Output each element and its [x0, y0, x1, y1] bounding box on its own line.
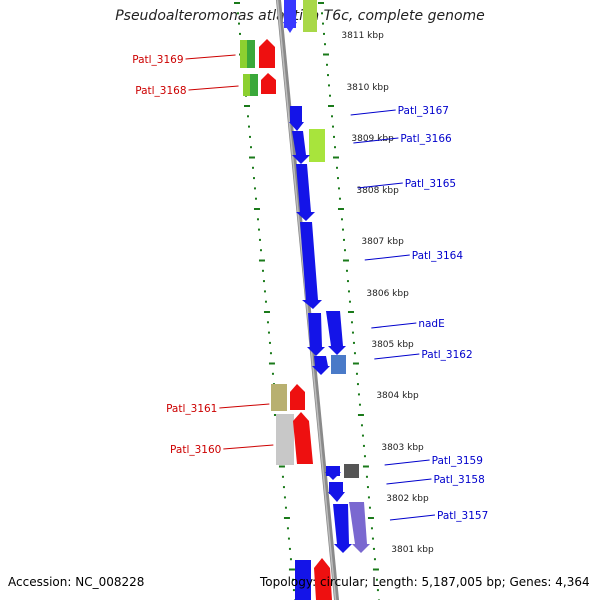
- gene-leader-line: [353, 137, 399, 144]
- gene-feature: [312, 356, 330, 375]
- kbp-tick-label: 3807 kbp: [361, 237, 404, 247]
- gene-feature: [326, 311, 346, 355]
- gene-feature: [250, 74, 258, 96]
- gene-label-Patl_3164: Patl_3164: [412, 250, 464, 262]
- gene-feature: [300, 222, 322, 309]
- kbp-tick-label: 3811 kbp: [341, 31, 384, 41]
- kbp-tick-label: 3808 kbp: [356, 186, 399, 196]
- gene-feature: [309, 129, 325, 162]
- gene-feature: [293, 412, 313, 464]
- kbp-tick-label: 3809 kbp: [351, 134, 394, 144]
- gene-leader-line: [384, 459, 430, 466]
- gene-feature: [314, 558, 332, 600]
- gene-label-Patl_3169: Patl_3169: [132, 54, 183, 66]
- gene-feature: [349, 502, 370, 553]
- kbp-tick-label: 3802 kbp: [386, 494, 429, 504]
- gene-feature: [307, 313, 325, 356]
- topology-label: Topology: circular; Length: 5,187,005 bp…: [260, 575, 590, 589]
- gene-leader-line: [371, 322, 417, 329]
- gene-feature: [259, 39, 275, 68]
- gene-feature: [284, 0, 296, 28]
- gene-feature: [295, 560, 311, 600]
- gene-leader-line: [364, 254, 410, 261]
- kbp-tick-label: 3804 kbp: [376, 391, 419, 401]
- gene-feature: [325, 472, 341, 480]
- gene-label-Patl_3159: Patl_3159: [432, 455, 483, 467]
- gene-feature: [329, 482, 343, 494]
- gene-label-Patl_3157: Patl_3157: [437, 510, 488, 522]
- gene-feature: [247, 40, 255, 68]
- kbp-tick-label: 3801 kbp: [391, 545, 434, 555]
- gene-leader-line: [386, 478, 432, 485]
- gene-leader-line: [350, 109, 396, 116]
- gene-feature: [261, 73, 276, 94]
- kbp-tick-label: 3806 kbp: [366, 289, 409, 299]
- gene-label-nadE: nadE: [418, 318, 444, 330]
- kbp-tick-label: 3805 kbp: [371, 340, 414, 350]
- gene-leader-line: [223, 444, 274, 450]
- gene-feature: [290, 384, 305, 410]
- gene-feature: [271, 384, 287, 411]
- gene-label-Patl_3162: Patl_3162: [421, 349, 472, 361]
- gene-leader-line: [185, 54, 236, 60]
- gene-leader-line: [219, 403, 270, 409]
- gene-label-Patl_3158: Patl_3158: [433, 474, 484, 486]
- forward-strand-features: [283, 0, 370, 600]
- gene-label-Patl_3165: Patl_3165: [405, 178, 456, 190]
- gene-leader-line: [188, 85, 239, 91]
- gene-feature: [326, 466, 340, 476]
- gene-leader-line: [389, 514, 436, 521]
- gene-feature: [328, 492, 345, 502]
- gene-feature: [290, 106, 302, 122]
- gene-leader-line: [374, 353, 420, 360]
- kbp-tick-label: 3810 kbp: [346, 83, 389, 93]
- gene-feature: [292, 131, 310, 164]
- gene-label-Patl_3167: Patl_3167: [398, 105, 449, 117]
- gene-label-Patl_3166: Patl_3166: [400, 133, 452, 145]
- reverse-strand-features: [240, 39, 332, 600]
- gene-label-Patl_3160: Patl_3160: [170, 444, 221, 456]
- gene-label-Patl_3168: Patl_3168: [135, 85, 186, 97]
- kbp-tick-label: 3803 kbp: [381, 443, 424, 453]
- accession-label: Accession: NC_008228: [8, 575, 145, 589]
- gene-feature: [331, 355, 346, 374]
- gene-feature: [276, 414, 294, 465]
- kbp-tick-labels: 3811 kbp 3810 kbp 3809 kbp 3808 kbp 3807 kbp…: [341, 31, 434, 555]
- gene-feature: [303, 0, 317, 32]
- gene-feature: [296, 164, 315, 221]
- gene-labels: Patl_3167 Patl_3166 Patl_3165 Patl_3164 nadE…: [132, 54, 488, 522]
- gene-feature: [333, 504, 352, 553]
- gene-leader-line: [357, 182, 403, 189]
- genome-title: Pseudoalteromonas atlantica T6c, complet…: [115, 8, 485, 24]
- gene-label-Patl_3161: Patl_3161: [166, 403, 217, 415]
- gene-feature: [289, 122, 304, 131]
- gene-feature: [344, 464, 359, 478]
- gene-feature: [283, 22, 297, 33]
